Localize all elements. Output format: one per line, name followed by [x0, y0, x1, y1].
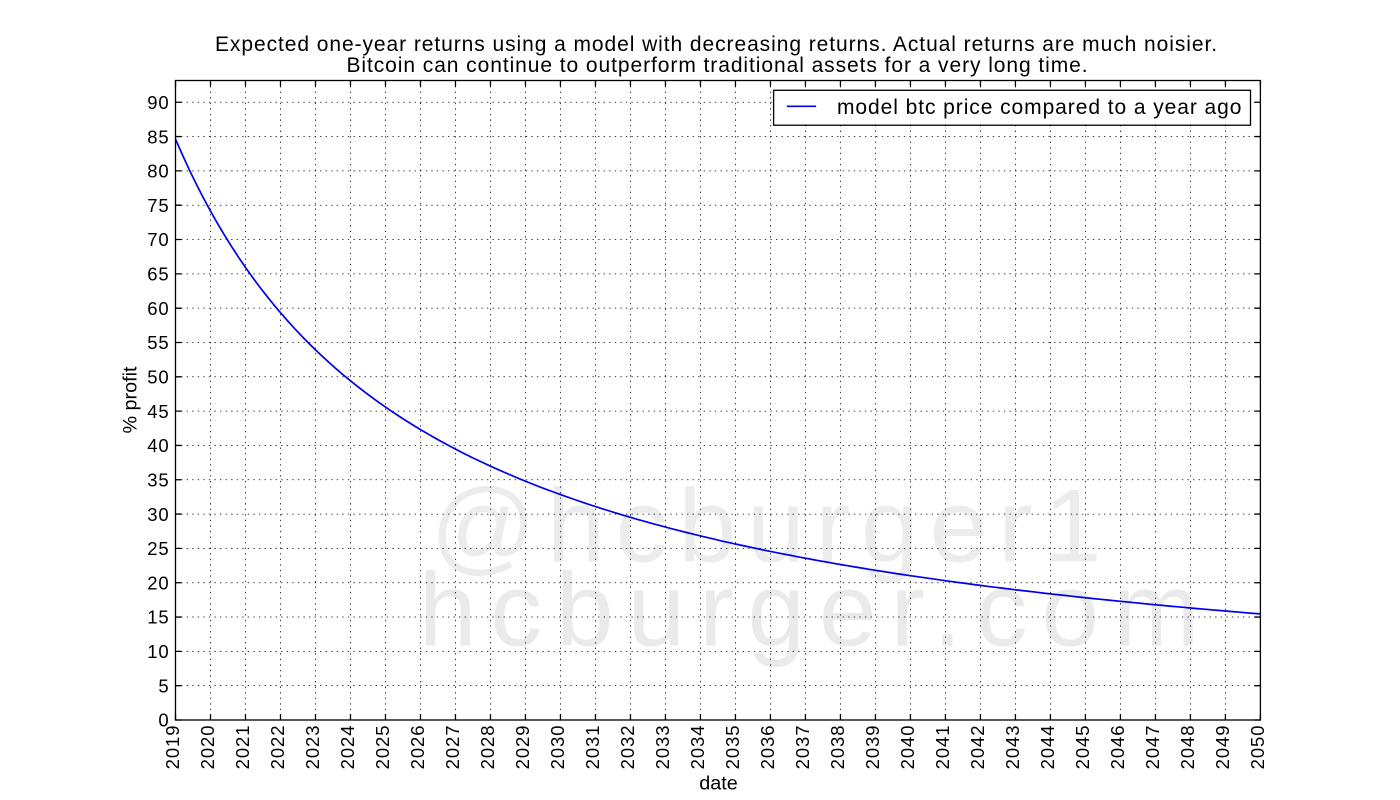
svg-text:65: 65: [147, 264, 169, 285]
svg-text:2032: 2032: [617, 725, 638, 770]
svg-text:hcburger.com: hcburger.com: [419, 553, 1213, 669]
svg-text:2023: 2023: [302, 725, 323, 770]
svg-text:2028: 2028: [477, 725, 498, 770]
svg-text:50: 50: [147, 367, 169, 388]
svg-text:2047: 2047: [1142, 725, 1163, 770]
svg-text:0: 0: [158, 710, 169, 731]
svg-text:2044: 2044: [1037, 725, 1058, 770]
svg-text:2022: 2022: [267, 725, 288, 770]
svg-text:2049: 2049: [1212, 725, 1233, 770]
svg-text:5: 5: [158, 675, 169, 696]
svg-text:2029: 2029: [512, 725, 533, 770]
svg-text:85: 85: [147, 126, 169, 147]
svg-text:2040: 2040: [897, 725, 918, 770]
svg-text:60: 60: [147, 298, 169, 319]
svg-text:model btc price compared to a: model btc price compared to a year ago: [837, 96, 1242, 119]
svg-text:20: 20: [147, 572, 169, 593]
svg-text:2048: 2048: [1177, 725, 1198, 770]
svg-text:2033: 2033: [652, 725, 673, 770]
svg-text:2030: 2030: [547, 725, 568, 770]
svg-text:2045: 2045: [1072, 725, 1093, 770]
svg-text:25: 25: [147, 538, 169, 559]
svg-text:2034: 2034: [687, 725, 708, 770]
svg-text:2027: 2027: [442, 725, 463, 770]
svg-text:date: date: [699, 773, 738, 795]
svg-text:2024: 2024: [337, 725, 358, 770]
svg-text:55: 55: [147, 332, 169, 353]
svg-text:2041: 2041: [932, 725, 953, 770]
svg-text:Expected one-year returns usin: Expected one-year returns using a model …: [215, 33, 1218, 56]
svg-text:2046: 2046: [1107, 725, 1128, 770]
svg-text:2043: 2043: [1002, 725, 1023, 770]
svg-text:2019: 2019: [162, 725, 183, 770]
svg-text:2035: 2035: [722, 725, 743, 770]
svg-text:2038: 2038: [827, 725, 848, 770]
svg-text:2039: 2039: [862, 725, 883, 770]
svg-text:2025: 2025: [372, 725, 393, 770]
svg-text:2026: 2026: [407, 725, 428, 770]
svg-text:Bitcoin can continue to outper: Bitcoin can continue to outperform tradi…: [346, 54, 1088, 77]
svg-text:45: 45: [147, 401, 169, 422]
svg-text:2037: 2037: [792, 725, 813, 770]
svg-text:2031: 2031: [582, 725, 603, 770]
svg-text:2042: 2042: [967, 725, 988, 770]
svg-text:2021: 2021: [232, 725, 253, 770]
svg-text:80: 80: [147, 161, 169, 182]
svg-text:70: 70: [147, 229, 169, 250]
svg-text:2050: 2050: [1247, 725, 1268, 770]
svg-text:2020: 2020: [197, 725, 218, 770]
svg-text:90: 90: [147, 92, 169, 113]
svg-text:2036: 2036: [757, 725, 778, 770]
svg-text:15: 15: [147, 607, 169, 628]
svg-text:75: 75: [147, 195, 169, 216]
svg-text:% profit: % profit: [120, 366, 142, 434]
svg-text:10: 10: [147, 641, 169, 662]
svg-text:30: 30: [147, 504, 169, 525]
svg-text:35: 35: [147, 469, 169, 490]
svg-text:40: 40: [147, 435, 169, 456]
